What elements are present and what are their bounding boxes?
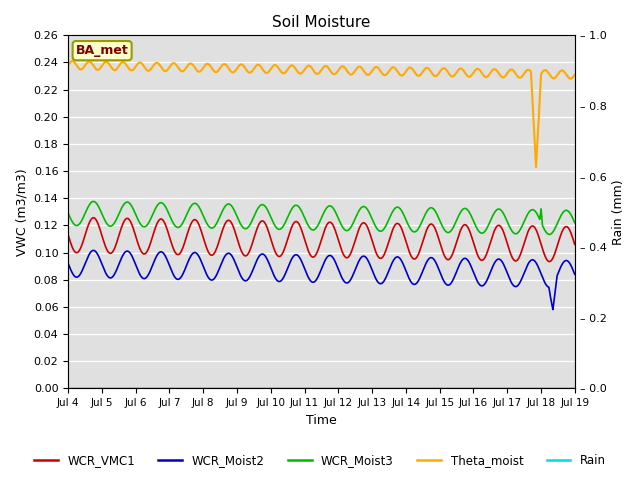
Y-axis label: VWC (m3/m3): VWC (m3/m3) xyxy=(15,168,28,256)
Text: BA_met: BA_met xyxy=(76,44,129,57)
Y-axis label: Rain (mm): Rain (mm) xyxy=(612,179,625,245)
X-axis label: Time: Time xyxy=(306,414,337,427)
Title: Soil Moisture: Soil Moisture xyxy=(272,15,371,30)
Legend: WCR_VMC1, WCR_Moist2, WCR_Moist3, Theta_moist, Rain: WCR_VMC1, WCR_Moist2, WCR_Moist3, Theta_… xyxy=(29,449,611,472)
